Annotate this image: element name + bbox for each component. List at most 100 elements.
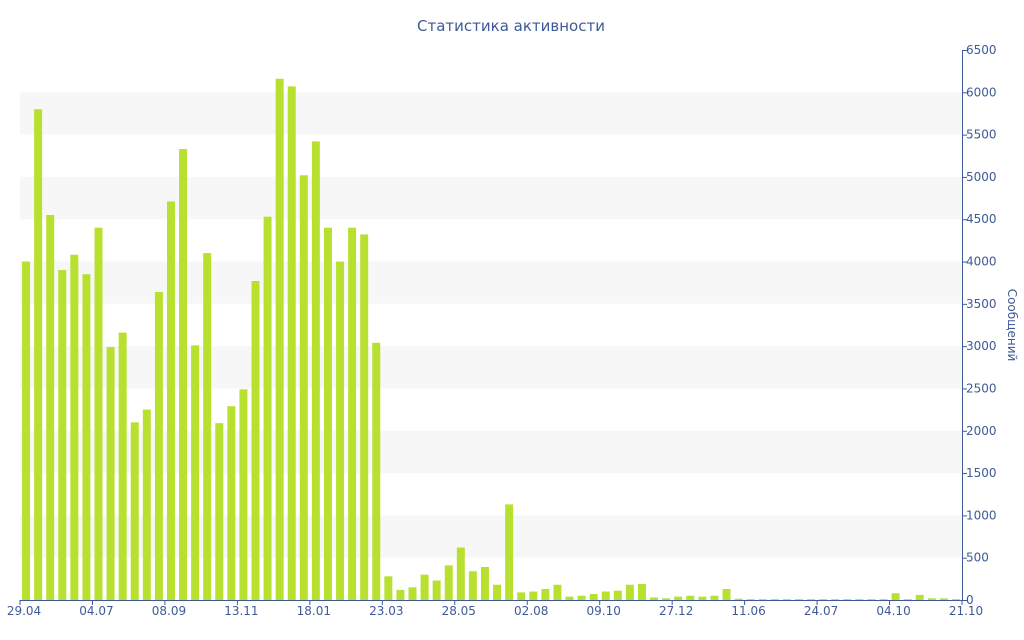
- bar: [46, 215, 55, 600]
- bar: [601, 591, 610, 600]
- bar: [348, 227, 357, 600]
- bar: [22, 261, 31, 600]
- y-tick-label: 500: [966, 551, 989, 565]
- bar: [529, 591, 538, 600]
- bar: [372, 342, 381, 600]
- bar: [94, 227, 103, 600]
- y-tick-label: 6500: [966, 43, 997, 57]
- bar: [468, 571, 477, 600]
- y-axis-label: Сообщений: [1005, 289, 1019, 362]
- bar: [118, 332, 127, 600]
- y-axis-ticks: 0 500 1000 1500 2000 2500 3000 3500 4000 4500 5000…: [962, 43, 997, 607]
- x-tick-label: 28.05: [442, 604, 476, 618]
- y-tick-label: 2000: [966, 424, 997, 438]
- bar: [166, 201, 175, 600]
- bar: [106, 347, 115, 600]
- bar: [915, 594, 924, 600]
- bar: [674, 596, 683, 600]
- bar: [179, 149, 188, 600]
- bar: [154, 292, 163, 600]
- y-tick-label: 4500: [966, 212, 997, 226]
- bar: [939, 598, 948, 600]
- bar: [891, 593, 900, 600]
- grid-band: [20, 430, 962, 474]
- bar: [396, 589, 405, 600]
- y-tick-label: 6000: [966, 85, 997, 99]
- bar: [650, 597, 659, 600]
- bar: [493, 584, 502, 600]
- bar: [263, 216, 272, 600]
- bar: [432, 580, 441, 600]
- axes: [20, 50, 963, 601]
- bar: [625, 584, 634, 600]
- x-axis-ticks: 29.04 04.07 08.09 13.11 18.01 23.03 28.05 02.08…: [7, 600, 983, 618]
- bar: [746, 599, 755, 600]
- y-tick-label: 1000: [966, 508, 997, 522]
- x-tick-label: 23.03: [369, 604, 403, 618]
- bar: [191, 345, 200, 600]
- bar: [58, 270, 67, 600]
- bar: [734, 598, 743, 600]
- bar: [589, 594, 598, 600]
- bar: [927, 598, 936, 600]
- bar: [855, 599, 864, 600]
- bar: [843, 599, 852, 600]
- bar: [142, 409, 151, 600]
- y-tick-label: 5000: [966, 170, 997, 184]
- x-tick-label: 09.10: [587, 604, 621, 618]
- bar: [553, 584, 562, 600]
- bar: [770, 599, 779, 600]
- bar: [698, 596, 707, 600]
- bar: [420, 574, 429, 600]
- x-tick-label: 29.04: [7, 604, 41, 618]
- bar: [203, 253, 212, 601]
- bar: [444, 565, 453, 600]
- x-tick-label: 02.08: [514, 604, 548, 618]
- x-tick-label: 21.10: [949, 604, 983, 618]
- grid-band: [20, 515, 962, 558]
- bar: [637, 583, 646, 600]
- y-tick-label: 3000: [966, 339, 997, 353]
- bar: [758, 599, 767, 600]
- bar: [215, 423, 224, 600]
- x-tick-label: 08.09: [152, 604, 186, 618]
- bar: [323, 227, 332, 600]
- chart-title: Статистика активности: [417, 17, 605, 35]
- bar: [710, 595, 719, 600]
- y-tick-label: 0: [966, 593, 974, 607]
- bar: [903, 599, 912, 600]
- x-tick-label: 24.07: [804, 604, 838, 618]
- bar: [239, 389, 248, 600]
- grid-band: [20, 346, 962, 389]
- bar: [311, 141, 320, 600]
- bar: [360, 234, 369, 600]
- bar: [70, 254, 79, 600]
- bar: [34, 109, 43, 600]
- bar: [722, 589, 731, 600]
- bar: [275, 78, 284, 601]
- bar: [782, 599, 791, 600]
- bar: [408, 587, 417, 600]
- bar: [662, 598, 671, 600]
- x-tick-label: 18.01: [297, 604, 331, 618]
- y-tick-label: 4000: [966, 255, 997, 269]
- grid-band: [20, 92, 962, 135]
- bar: [299, 175, 308, 600]
- bar: [227, 406, 236, 600]
- bar: [879, 599, 888, 600]
- bar: [287, 86, 296, 600]
- bar: [794, 599, 803, 600]
- grid-band: [20, 176, 962, 220]
- bar: [130, 422, 139, 600]
- bar: [613, 590, 622, 600]
- bar: [867, 599, 876, 600]
- bar: [480, 567, 489, 600]
- x-tick-label: 11.06: [731, 604, 765, 618]
- grid-bands: [20, 92, 962, 558]
- x-tick-label: 04.10: [876, 604, 910, 618]
- grid-band: [20, 261, 962, 304]
- bar: [251, 281, 260, 600]
- bar: [951, 599, 960, 600]
- bar: [807, 599, 816, 600]
